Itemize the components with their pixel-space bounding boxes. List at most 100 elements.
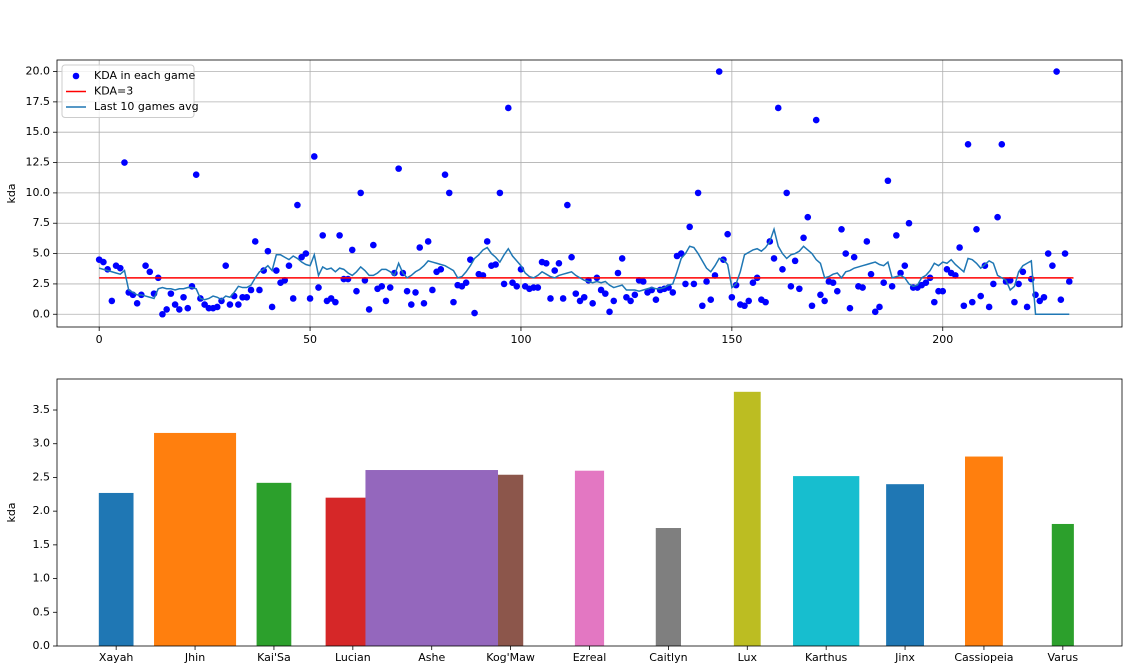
data-point	[631, 291, 639, 299]
data-point	[821, 297, 828, 305]
data-point	[395, 165, 402, 172]
data-point	[867, 270, 875, 278]
data-point	[686, 223, 693, 231]
data-point	[985, 303, 993, 311]
bar	[886, 484, 924, 646]
data-point	[176, 306, 183, 313]
x-tick-label: Caitlyn	[649, 651, 687, 664]
x-tick-label: 0	[96, 333, 103, 346]
data-point	[1023, 303, 1031, 311]
data-point	[871, 308, 879, 316]
data-point	[1049, 262, 1056, 270]
data-point	[310, 153, 318, 160]
data-point	[669, 289, 677, 296]
data-point	[429, 286, 436, 294]
bar	[154, 432, 237, 646]
data-point	[348, 246, 356, 254]
data-point	[437, 266, 445, 273]
data-point	[1044, 250, 1052, 257]
bar	[965, 456, 1003, 646]
data-point	[602, 290, 609, 297]
y-axis-label: kda	[5, 183, 18, 203]
data-point	[728, 293, 736, 301]
data-point	[133, 300, 141, 307]
bar	[1051, 523, 1074, 646]
data-point	[812, 116, 820, 124]
data-point	[492, 261, 499, 268]
data-point	[121, 159, 128, 166]
data-point	[471, 309, 478, 317]
bar	[793, 476, 860, 646]
data-point	[336, 232, 343, 239]
data-point	[407, 301, 415, 308]
data-point	[796, 285, 803, 293]
data-point	[370, 241, 377, 249]
data-point	[699, 302, 706, 310]
data-point	[281, 276, 289, 284]
data-point	[416, 244, 424, 251]
data-point	[960, 302, 968, 310]
data-point	[285, 262, 293, 270]
data-point	[580, 293, 588, 301]
data-point	[256, 286, 263, 294]
data-point	[901, 262, 909, 270]
data-point	[1053, 68, 1060, 75]
data-point	[500, 280, 508, 288]
data-point	[939, 287, 947, 295]
data-point	[357, 189, 364, 197]
legend-box	[61, 64, 195, 118]
data-point	[876, 303, 883, 311]
x-tick-label: 50	[303, 333, 317, 346]
plot-frame	[56, 378, 1123, 647]
data-point	[386, 284, 394, 291]
data-point	[964, 141, 972, 148]
data-point	[213, 303, 221, 311]
data-point	[829, 279, 837, 287]
data-point	[863, 238, 871, 245]
data-point	[235, 301, 242, 308]
y-tick-label: 0.0	[33, 307, 51, 320]
data-point	[315, 284, 322, 291]
data-point	[1015, 280, 1022, 288]
data-point	[496, 189, 504, 197]
data-point	[184, 304, 192, 312]
data-point	[682, 280, 689, 288]
bar	[365, 470, 498, 646]
x-tick-label: Kai'Sa	[257, 651, 291, 664]
data-point	[610, 297, 618, 305]
data-point	[192, 171, 200, 178]
data-point	[800, 234, 807, 242]
data-point	[260, 267, 267, 274]
data-point	[268, 303, 276, 311]
x-tick-label: Karthus	[805, 651, 848, 664]
data-point	[542, 259, 550, 267]
data-point	[142, 262, 149, 270]
data-point	[749, 279, 757, 287]
y-tick-label: 0.5	[33, 605, 51, 618]
x-tick-label: Xayah	[99, 651, 134, 664]
data-point	[838, 226, 845, 233]
data-point	[332, 298, 339, 306]
data-point	[880, 279, 887, 287]
data-point	[412, 289, 419, 296]
data-point	[783, 189, 790, 197]
data-point	[627, 297, 634, 305]
data-point	[534, 284, 542, 291]
legend: KDA in each game KDA=3 Last 10 games avg	[61, 64, 199, 118]
data-point	[703, 278, 710, 285]
data-point	[715, 68, 723, 75]
data-point	[1057, 296, 1065, 303]
data-point	[163, 306, 170, 313]
data-point	[302, 250, 310, 257]
y-axis-label: kda	[5, 502, 18, 522]
data-point	[791, 257, 799, 265]
data-point	[952, 272, 959, 279]
x-tick-label: Jinx	[894, 651, 915, 664]
bar	[98, 492, 134, 646]
legend-label: KDA=3	[94, 85, 133, 98]
y-tick-label: 0.0	[33, 639, 51, 652]
y-tick-label: 1.0	[33, 572, 51, 585]
data-point	[842, 250, 850, 257]
y-tick-label: 15.0	[26, 125, 51, 138]
x-tick-label: Kog'Maw	[486, 651, 535, 664]
